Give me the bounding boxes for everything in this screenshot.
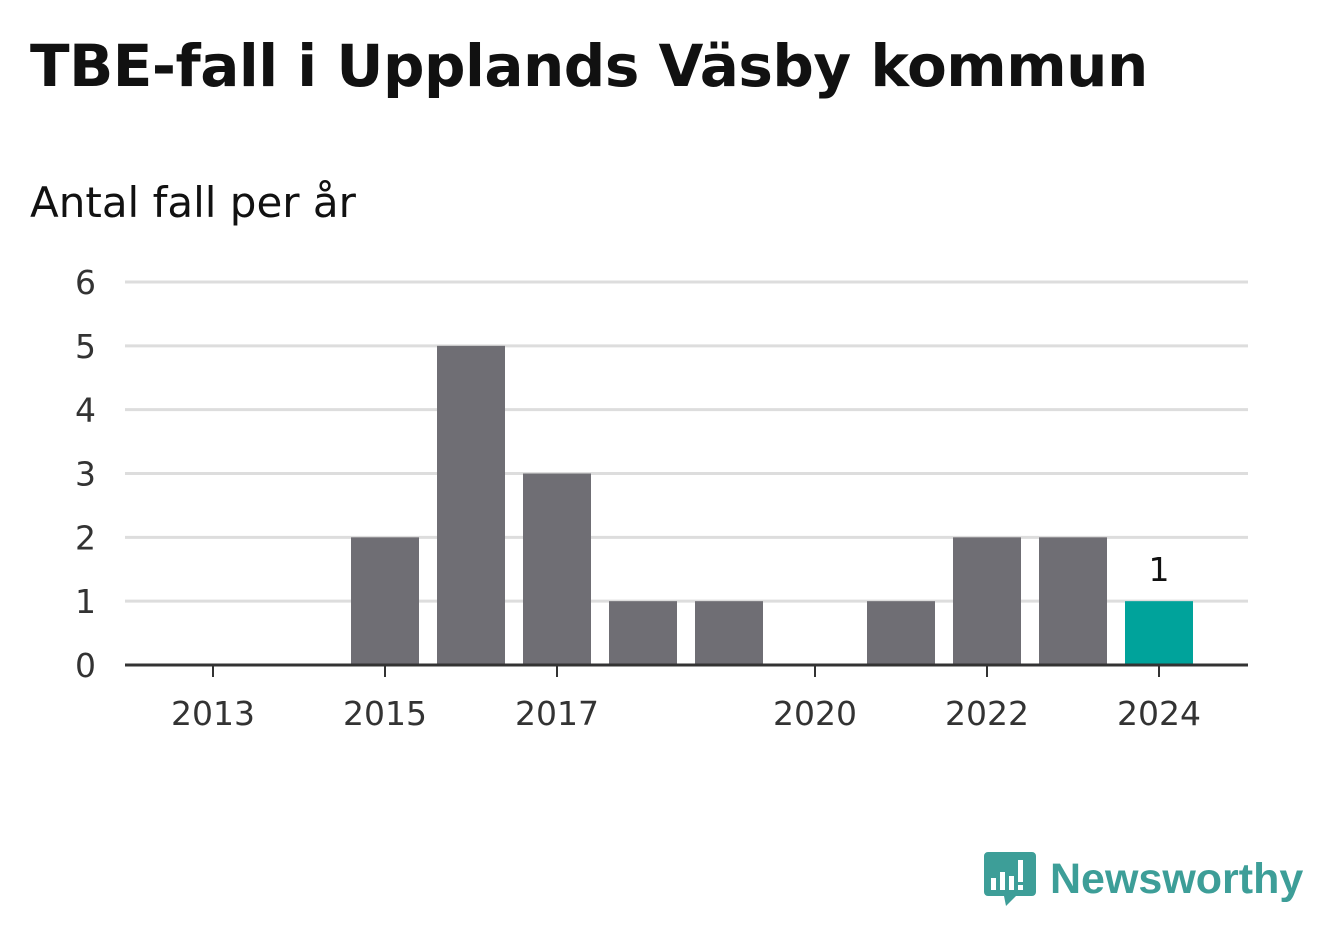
y-tick-label: 2 — [75, 518, 96, 557]
bar-2015 — [351, 537, 419, 665]
brand-name: Newsworthy — [1050, 854, 1304, 903]
x-tick-label: 2024 — [1117, 694, 1201, 733]
bar-2019 — [695, 601, 763, 665]
x-tick-label: 2020 — [773, 694, 857, 733]
y-axis-ticks: 0 1 2 3 4 5 6 — [75, 263, 96, 685]
x-tick-label: 2017 — [515, 694, 599, 733]
newsworthy-logo: Newsworthy — [980, 848, 1303, 910]
y-tick-label: 1 — [75, 582, 96, 621]
grid-lines — [125, 280, 1248, 603]
x-tick-label: 2015 — [343, 694, 427, 733]
y-tick-label: 3 — [75, 455, 96, 494]
x-tick-label: 2013 — [171, 694, 255, 733]
bars — [351, 345, 1193, 665]
newsworthy-bar-chart-icon — [984, 852, 1036, 906]
bar-2023 — [1039, 537, 1107, 665]
chart-subtitle: Antal fall per år — [30, 178, 356, 227]
bar-2024 — [1125, 601, 1193, 665]
x-axis-ticks: 2013 2015 2017 2020 2022 2024 — [171, 665, 1201, 733]
y-tick-label: 0 — [75, 646, 96, 685]
bar-2016 — [437, 345, 505, 665]
y-tick-label: 4 — [75, 391, 96, 430]
data-labels: 1 — [1149, 550, 1170, 589]
bar-2022 — [953, 537, 1021, 665]
y-tick-label: 5 — [75, 327, 96, 366]
bar-2018 — [609, 601, 677, 665]
y-tick-label: 6 — [75, 263, 96, 302]
bar-2021 — [867, 601, 935, 665]
chart-title: TBE-fall i Upplands Väsby kommun — [30, 32, 1148, 100]
data-label-2024: 1 — [1149, 550, 1170, 589]
bar-2017 — [523, 473, 591, 665]
x-tick-label: 2022 — [945, 694, 1029, 733]
